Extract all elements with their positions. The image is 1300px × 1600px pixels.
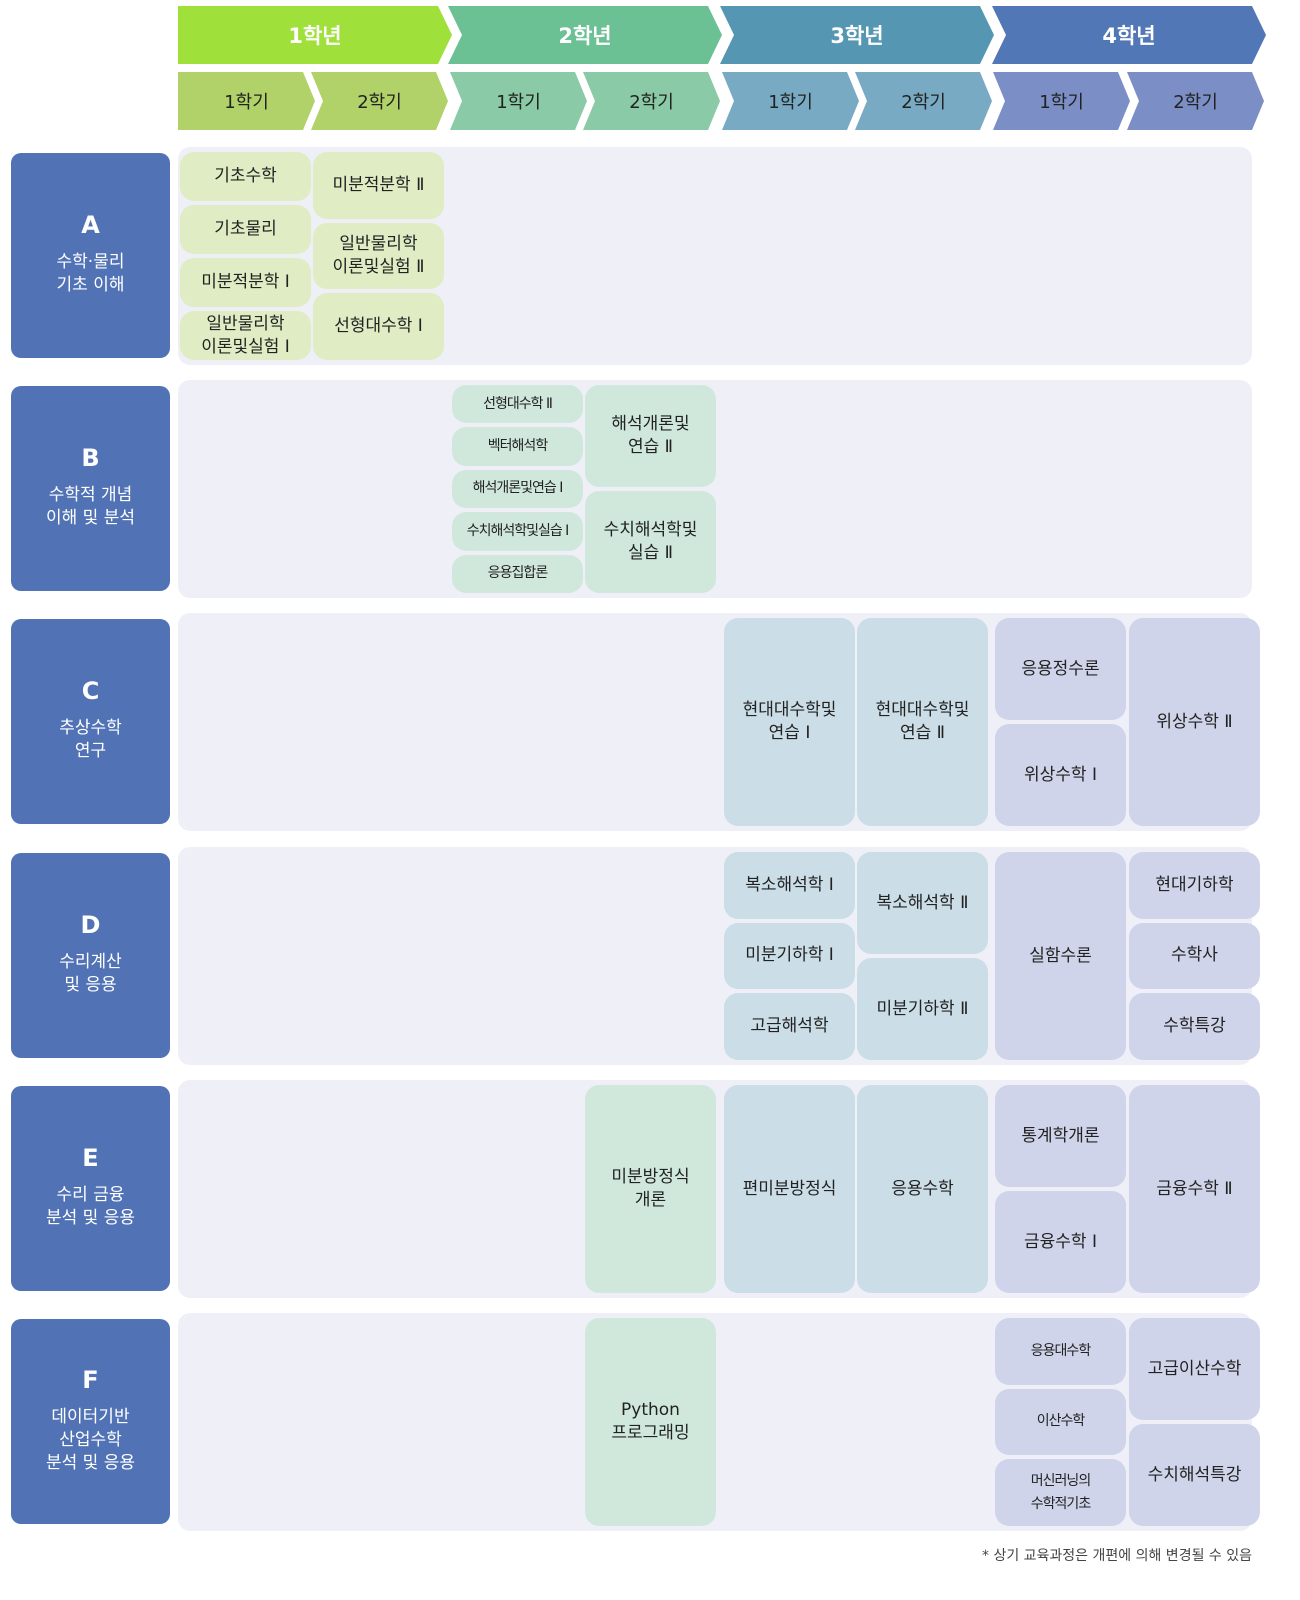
- track-name-line: 분석 및 응용: [45, 1208, 135, 1228]
- year-header: 1학년: [178, 6, 452, 64]
- track-name-line: 분석 및 응용: [45, 1452, 135, 1473]
- course-item[interactable]: 일반물리학 이론및실험 Ⅱ: [313, 222, 444, 290]
- semester-header: 1학기: [450, 72, 587, 130]
- course-item[interactable]: 편미분방정식: [724, 1085, 855, 1293]
- course-item[interactable]: 머신러닝의 수학적기초: [995, 1459, 1126, 1526]
- course-item[interactable]: 복소해석학 Ⅰ: [724, 852, 855, 919]
- course-item[interactable]: 벡터해석학: [452, 427, 583, 466]
- course-item[interactable]: 금융수학 Ⅱ: [1129, 1085, 1260, 1293]
- course-item[interactable]: 실함수론: [995, 852, 1126, 1060]
- track-code: D: [80, 911, 101, 939]
- course-item[interactable]: 미분적분학 Ⅱ: [313, 152, 444, 219]
- semester-header: 1학기: [178, 72, 315, 130]
- course-item[interactable]: 미분기하학 Ⅰ: [724, 922, 855, 990]
- track-code: B: [81, 444, 100, 472]
- semester-header: 2학기: [855, 72, 992, 130]
- course-item[interactable]: 해석개론및연습 Ⅰ: [452, 469, 583, 509]
- track-name-line: 데이터기반: [51, 1406, 130, 1427]
- course-item[interactable]: 위상수학 Ⅰ: [995, 724, 1126, 826]
- course-item[interactable]: 위상수학 Ⅱ: [1129, 618, 1260, 826]
- course-item[interactable]: 응용수학: [857, 1085, 988, 1293]
- course-item[interactable]: 응용정수론: [995, 618, 1126, 720]
- course-item[interactable]: 고급해석학: [724, 993, 855, 1060]
- track-name-line: 추상수학: [59, 718, 122, 738]
- course-item[interactable]: 응용대수학: [995, 1318, 1126, 1385]
- course-item[interactable]: 기초물리: [180, 205, 311, 254]
- semester-header: 1학기: [993, 72, 1130, 130]
- track-name-line: 산업수학: [59, 1429, 122, 1450]
- course-item[interactable]: 미분적분학 Ⅰ: [180, 258, 311, 307]
- year-header: 4학년: [992, 6, 1266, 64]
- track-name-line: 연구: [74, 741, 107, 761]
- course-item[interactable]: 금융수학 Ⅰ: [995, 1191, 1126, 1293]
- course-item[interactable]: 수치해석특강: [1129, 1424, 1260, 1526]
- course-item[interactable]: 수치해석학및실습 Ⅰ: [452, 512, 583, 551]
- course-item[interactable]: 수학사: [1129, 922, 1260, 990]
- course-item[interactable]: 일반물리학 이론및실험 Ⅰ: [180, 311, 311, 360]
- course-item[interactable]: 현대대수학및 연습 Ⅱ: [857, 618, 988, 826]
- course-item[interactable]: 수학특강: [1129, 993, 1260, 1060]
- year-header: 3학년: [720, 6, 994, 64]
- track-code: A: [81, 211, 100, 239]
- track-name-line: 이해 및 분석: [45, 508, 135, 528]
- track-name-line: 수학·물리: [56, 252, 125, 272]
- track-name-line: 수리 금융: [56, 1185, 125, 1205]
- semester-header: 1학기: [722, 72, 859, 130]
- course-item[interactable]: 미분방정식 개론: [585, 1085, 716, 1293]
- course-item[interactable]: 미분기하학 Ⅱ: [857, 958, 988, 1060]
- semester-header: 2학기: [311, 72, 448, 130]
- track-code: F: [82, 1365, 99, 1394]
- course-item[interactable]: 현대대수학및 연습 Ⅰ: [724, 618, 855, 826]
- semester-header: 2학기: [583, 72, 720, 130]
- course-item[interactable]: Python 프로그래밍: [585, 1318, 716, 1526]
- course-item[interactable]: 통계학개론: [995, 1085, 1126, 1187]
- track-name-line: 수학적 개념: [48, 485, 133, 505]
- track-name-line: 수리계산: [59, 952, 122, 972]
- track-label-f: F 데이터기반 산업수학 분석 및 응용: [11, 1319, 170, 1524]
- semester-header: 2학기: [1127, 72, 1264, 130]
- track-code: C: [81, 677, 100, 705]
- footnote: * 상기 교육과정은 개편에 의해 변경될 수 있음: [982, 1548, 1252, 1564]
- course-item[interactable]: 해석개론및 연습 Ⅱ: [585, 385, 716, 487]
- course-item[interactable]: 복소해석학 Ⅱ: [857, 852, 988, 954]
- course-item[interactable]: 기초수학: [180, 152, 311, 201]
- course-item[interactable]: 수치해석학및 실습 Ⅱ: [585, 491, 716, 593]
- course-item[interactable]: 고급이산수학: [1129, 1318, 1260, 1420]
- year-header: 2학년: [448, 6, 722, 64]
- track-code: E: [82, 1144, 99, 1172]
- track-name-line: 및 응용: [64, 975, 117, 995]
- course-item[interactable]: 응용집합론: [452, 554, 583, 593]
- course-item[interactable]: 선형대수학 Ⅱ: [452, 385, 583, 424]
- track-name-line: 기초 이해: [56, 275, 125, 295]
- course-item[interactable]: 현대기하학: [1129, 852, 1260, 919]
- course-item[interactable]: 선형대수학 Ⅰ: [313, 293, 444, 360]
- course-item[interactable]: 이산수학: [995, 1388, 1126, 1456]
